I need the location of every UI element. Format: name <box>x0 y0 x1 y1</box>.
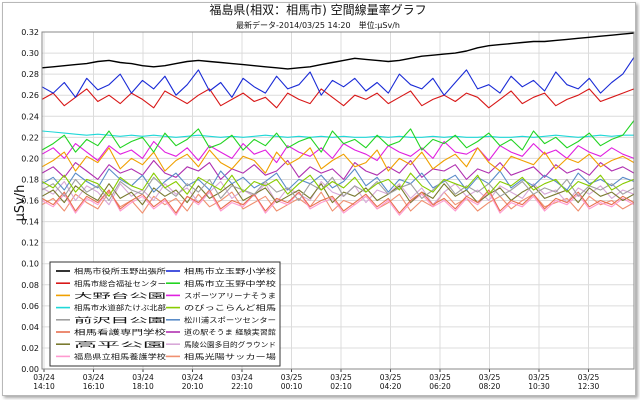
x-tick-time: 02:10 <box>330 382 352 391</box>
series-line <box>41 183 635 206</box>
y-tick-label: 0.04 <box>21 323 39 332</box>
x-tick-time: 18:10 <box>132 382 154 391</box>
legend-box <box>49 261 281 367</box>
x-tick-time: 14:10 <box>33 382 55 391</box>
y-tick-label: 0.26 <box>21 91 39 100</box>
y-tick-label: 0.28 <box>21 70 39 79</box>
legend-label: 馬陵公園多目的グラウンド <box>184 340 276 349</box>
series-line <box>41 189 635 214</box>
legend-label: 福島県立相馬養護学校 <box>74 352 166 361</box>
series-line <box>41 88 635 109</box>
series-line <box>41 32 635 70</box>
y-axis-label: μSv/h <box>13 185 28 222</box>
y-tick-label: 0.10 <box>21 260 39 269</box>
x-tick-date: 03/25 <box>330 373 352 382</box>
chart-title: 福島県(相双：相馬市) 空間線量率グラフ <box>209 2 426 17</box>
y-tick-label: 0.20 <box>21 154 39 163</box>
legend-label: 松川浦スポーツセンター <box>184 315 276 324</box>
series-line <box>41 120 635 153</box>
x-tick-time: 10:30 <box>528 382 550 391</box>
x-tick-date: 03/25 <box>479 373 501 382</box>
x-tick-date: 03/25 <box>578 373 600 382</box>
y-tick-label: 0.12 <box>21 239 39 248</box>
y-tick-label: 0.18 <box>21 175 39 184</box>
x-tick-date: 03/24 <box>83 373 105 382</box>
x-tick-time: 06:20 <box>429 382 451 391</box>
legend-label: 相馬市立玉野中学校 <box>184 279 276 288</box>
x-tick-time: 12:30 <box>578 382 600 391</box>
x-tick-date: 03/24 <box>132 373 154 382</box>
series-line <box>41 180 635 206</box>
x-tick-time: 16:10 <box>83 382 105 391</box>
y-tick-label: 0.14 <box>21 218 39 227</box>
y-tick-label: 0.22 <box>21 133 39 142</box>
x-tick-date: 03/25 <box>429 373 451 382</box>
series-line <box>41 140 635 164</box>
y-tick-label: 0.08 <box>21 281 39 290</box>
legend-label: 大野台公園 <box>74 291 167 300</box>
series-line <box>41 172 635 197</box>
series-line <box>41 189 635 216</box>
axes: 0.00 0.02 0.04 0.06 0.08 0.10 0.12 0.14 0.16 0.18… <box>21 28 635 391</box>
y-tick-label: 0.30 <box>21 49 39 58</box>
y-tick-label: 0.02 <box>21 344 39 353</box>
y-tick-label: 0.24 <box>21 112 39 121</box>
legend-label: 相馬光陽サッカー場 <box>184 352 276 361</box>
legend-label: 前沢目公園 <box>74 315 167 324</box>
legend-label: 相馬看護専門学校 <box>74 328 166 337</box>
series-lines <box>41 32 635 216</box>
y-tick-label: 0.00 <box>21 365 39 374</box>
legend-label: 相馬市総合福祉センター <box>74 279 166 288</box>
x-tick-date: 03/25 <box>380 373 402 382</box>
x-tick-time: 00:10 <box>281 382 303 391</box>
legend-label: 相馬市水道部たけぶ北部 <box>74 303 166 312</box>
x-tick-time: 20:10 <box>182 382 204 391</box>
series-line <box>41 147 635 174</box>
y-tick-label: 0.32 <box>21 28 39 37</box>
x-tick-date: 03/25 <box>528 373 550 382</box>
plot-border <box>41 31 635 370</box>
legend-label: 道の駅そうま 経験実習館 <box>184 328 276 337</box>
chart-subtitle: 最新データ-2014/03/25 14:20 単位:μSv/h <box>236 20 400 30</box>
x-tick-time: 08:20 <box>479 382 501 391</box>
legend-label: スポーツアリーナそうま <box>184 292 276 300</box>
series-line <box>41 159 635 180</box>
x-tick-time: 22:10 <box>231 382 253 391</box>
series-line <box>41 176 635 202</box>
legend-label: のびっこらんど相馬 <box>184 303 276 312</box>
x-tick-date: 03/24 <box>182 373 204 382</box>
x-tick-date: 03/24 <box>231 373 253 382</box>
legend-label: 相馬市役所玉野出張所 <box>74 267 166 276</box>
x-tick-date: 03/24 <box>33 373 55 382</box>
y-tick-label: 0.06 <box>21 302 39 311</box>
x-tick-time: 04:20 <box>380 382 402 391</box>
legend-label: 相馬市立玉野小学校 <box>184 267 276 276</box>
y-tick-label: 0.16 <box>21 197 39 206</box>
series-line <box>41 56 635 98</box>
x-tick-date: 03/25 <box>281 373 303 382</box>
legend-label: 高平公園 <box>74 340 167 349</box>
